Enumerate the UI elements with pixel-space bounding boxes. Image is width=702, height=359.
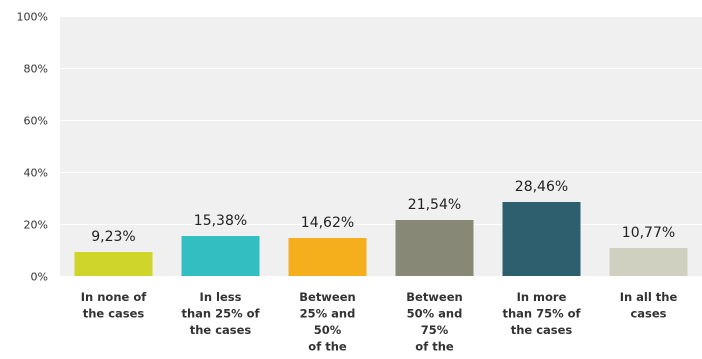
data-label: 21,54% xyxy=(408,197,461,213)
bar xyxy=(181,236,260,276)
y-axis-ticks: 0% 20% 40% 60% 80% 100% xyxy=(17,11,48,284)
bar xyxy=(502,202,581,276)
x-tick-label: In none of the cases xyxy=(81,290,147,321)
data-labels: 9,23% 15,38% 14,62% 21,54% 28,46% 10,77% xyxy=(91,179,675,245)
y-tick-label: 60% xyxy=(24,115,48,128)
y-tick-label: 80% xyxy=(24,63,48,76)
bar xyxy=(74,252,153,276)
data-label: 28,46% xyxy=(515,179,568,195)
y-tick-label: 20% xyxy=(24,219,48,232)
gridlines xyxy=(60,16,702,277)
x-tick-label: In more than 75% of the cases xyxy=(502,290,581,337)
data-label: 10,77% xyxy=(622,225,675,241)
x-axis-labels: In none of the cases In less than 25% of the… xyxy=(81,290,678,354)
bar xyxy=(288,237,367,276)
x-tick-label: Between 25% and 50% of the xyxy=(299,290,355,354)
plot-area xyxy=(60,16,702,276)
y-tick-label: 40% xyxy=(24,167,48,180)
bars xyxy=(74,202,688,276)
data-label: 9,23% xyxy=(91,229,135,245)
y-tick-label: 0% xyxy=(31,271,48,284)
x-tick-label: In less than 25% of the cases xyxy=(181,290,260,337)
data-label: 14,62% xyxy=(301,215,354,231)
x-tick-label: In all the cases xyxy=(620,290,678,321)
bar xyxy=(609,247,688,276)
data-label: 15,38% xyxy=(194,213,247,229)
y-tick-label: 100% xyxy=(17,11,48,24)
bar xyxy=(395,219,474,276)
x-tick-label: Between 50% and 75% of the xyxy=(406,290,462,354)
